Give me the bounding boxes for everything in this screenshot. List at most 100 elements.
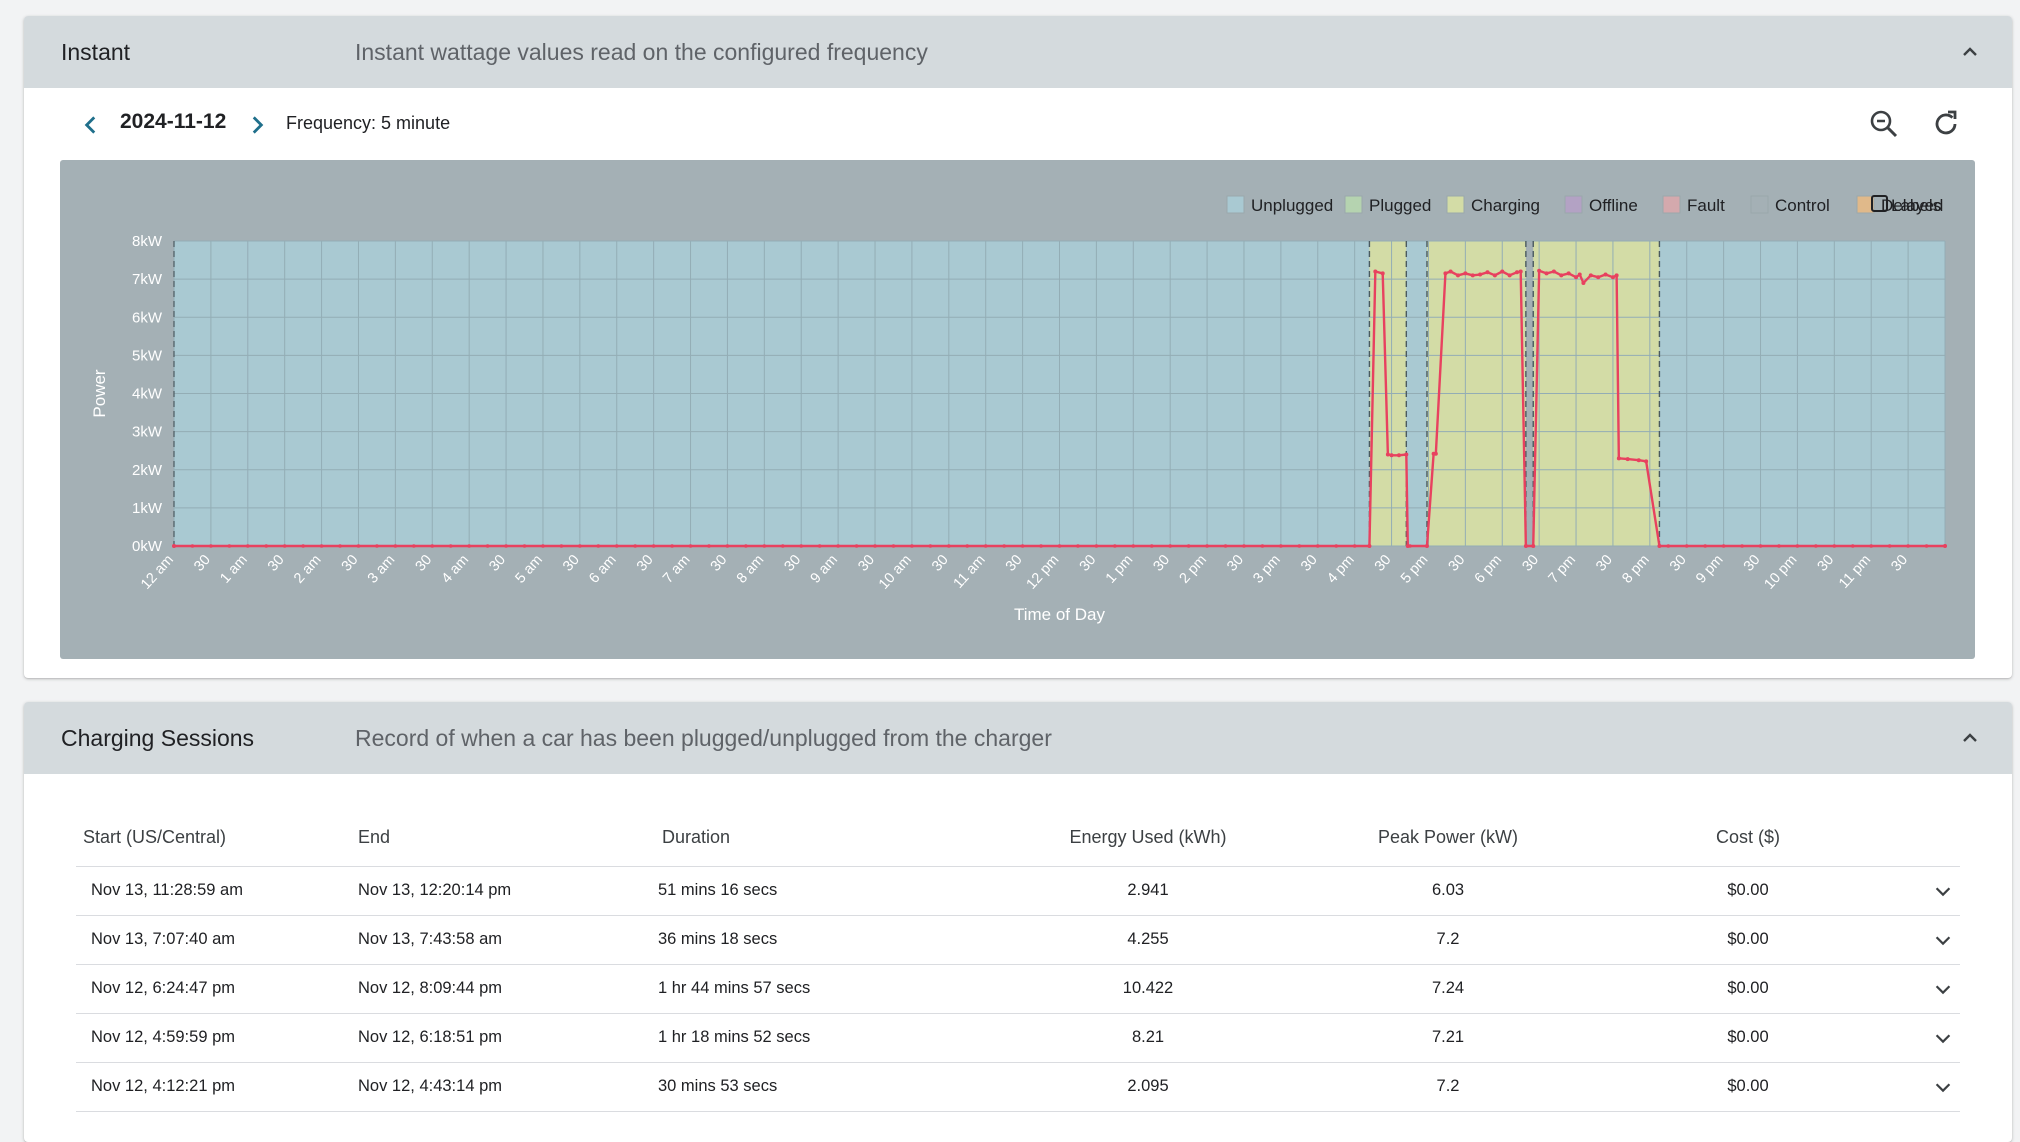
x-tick-label: 30	[1519, 552, 1542, 575]
column-header-end[interactable]: End	[358, 810, 658, 867]
table-row[interactable]: Nov 13, 7:07:40 am Nov 13, 7:43:58 am 36…	[76, 915, 1960, 965]
data-point	[1924, 544, 1929, 548]
cell-energy: 10.422	[998, 964, 1298, 1014]
chevron-down-icon[interactable]	[1932, 978, 1954, 1000]
data-point	[1492, 273, 1497, 278]
cell-cost: $0.00	[1598, 866, 1898, 916]
data-point	[209, 544, 213, 548]
data-point	[1523, 544, 1528, 548]
data-point	[983, 544, 988, 548]
table-row[interactable]: Nov 12, 6:24:47 pm Nov 12, 8:09:44 pm 1 …	[76, 964, 1960, 1014]
x-tick-label: 30	[191, 552, 214, 575]
labels-checkbox[interactable]	[1871, 195, 1888, 212]
x-tick-label: 30	[1667, 552, 1690, 575]
charging-sessions-panel: Charging Sessions Record of when a car h…	[24, 702, 2012, 1142]
chevron-down-icon[interactable]	[1932, 1027, 1954, 1049]
x-tick-label: 30	[1815, 552, 1838, 575]
cell-energy: 4.255	[998, 915, 1298, 965]
refresh-icon[interactable]	[1930, 108, 1962, 140]
x-tick-label: 30	[708, 552, 731, 575]
x-tick-label: 8 am	[734, 552, 767, 587]
data-point	[264, 544, 269, 548]
chevron-up-icon[interactable]	[1958, 726, 1982, 750]
data-point	[1485, 270, 1490, 275]
data-point	[430, 544, 435, 548]
data-point	[1094, 544, 1099, 548]
cell-start: Nov 12, 6:24:47 pm	[76, 964, 358, 1014]
x-tick-label: 30	[265, 552, 288, 575]
table-row[interactable]: Nov 12, 4:12:21 pm Nov 12, 4:43:14 pm 30…	[76, 1062, 1960, 1112]
data-point	[1242, 544, 1246, 548]
cell-peak: 7.24	[1298, 964, 1598, 1014]
data-point	[910, 544, 914, 548]
x-tick-label: 6 am	[586, 552, 619, 587]
data-point	[1455, 273, 1460, 278]
chevron-up-icon[interactable]	[1958, 40, 1982, 64]
x-tick-label: 30	[1888, 552, 1911, 575]
column-header-cost[interactable]: Cost ($)	[1598, 810, 1898, 867]
data-point	[1551, 269, 1556, 274]
x-tick-label: 1 am	[217, 552, 250, 587]
data-point	[1367, 544, 1372, 548]
data-point	[1537, 268, 1542, 273]
column-header-energy[interactable]: Energy Used (kWh)	[998, 810, 1298, 867]
x-tick-label: 30	[782, 552, 805, 575]
data-point	[688, 544, 693, 548]
data-point	[873, 544, 877, 548]
instant-panel-header[interactable]: Instant Instant wattage values read on t…	[24, 16, 2012, 88]
data-point	[190, 544, 195, 548]
x-tick-label: 30	[560, 552, 583, 575]
chevron-left-icon[interactable]	[78, 112, 104, 138]
data-point	[1832, 544, 1837, 548]
data-point	[1260, 544, 1265, 548]
data-point	[744, 544, 748, 548]
y-axis-title: Power	[90, 369, 109, 418]
x-tick-label: 12 am	[138, 552, 177, 593]
chevron-down-icon[interactable]	[1932, 880, 1954, 902]
frequency-label: Frequency: 5 minute	[286, 113, 451, 133]
data-point	[522, 544, 527, 548]
zoom-out-icon[interactable]	[1868, 108, 1900, 140]
data-point	[559, 544, 564, 548]
data-point	[1850, 544, 1855, 548]
data-point	[1666, 544, 1671, 548]
x-tick-label: 5 pm	[1398, 552, 1431, 587]
column-header-start[interactable]: Start (US/Central)	[76, 810, 358, 867]
chevron-down-icon[interactable]	[1932, 1076, 1954, 1098]
labels-toggle-label: Labels	[1891, 196, 1941, 215]
instant-toolbar: 2024-11-12 Frequency: 5 minute	[24, 88, 2012, 160]
x-tick-label: 9 am	[808, 552, 841, 587]
data-point	[1740, 544, 1744, 548]
column-header-peak[interactable]: Peak Power (kW)	[1298, 810, 1598, 867]
cell-cost: $0.00	[1598, 1013, 1898, 1063]
chevron-down-icon[interactable]	[1932, 929, 1954, 951]
data-point	[1205, 544, 1209, 548]
cell-peak: 7.21	[1298, 1013, 1598, 1063]
data-point	[1463, 271, 1468, 276]
table-row[interactable]: Nov 13, 11:28:59 am Nov 13, 12:20:14 pm …	[76, 866, 1960, 916]
instant-panel-description: Instant wattage values read on the confi…	[355, 38, 928, 65]
data-point	[1644, 459, 1649, 464]
data-point	[1610, 275, 1615, 280]
data-point	[1531, 544, 1536, 548]
chevron-right-icon[interactable]	[244, 112, 270, 138]
previous-panel-edge	[24, 0, 2012, 10]
legend-swatch-plugged	[1344, 195, 1363, 214]
cell-start: Nov 13, 11:28:59 am	[76, 866, 358, 916]
table-row[interactable]: Nov 12, 4:59:59 pm Nov 12, 6:18:51 pm 1 …	[76, 1013, 1960, 1063]
instant-panel-title: Instant	[61, 38, 131, 65]
data-point	[375, 544, 379, 548]
data-point	[282, 544, 287, 548]
data-point	[485, 544, 490, 548]
x-tick-label: 10 am	[876, 552, 915, 593]
data-point	[928, 544, 933, 548]
data-point	[1887, 544, 1892, 548]
data-point	[836, 544, 840, 548]
x-tick-label: 30	[413, 552, 436, 575]
legend-label-charging: Charging	[1471, 196, 1540, 215]
sessions-panel-header[interactable]: Charging Sessions Record of when a car h…	[24, 702, 2012, 774]
column-header-duration[interactable]: Duration	[658, 810, 998, 867]
data-point	[1943, 544, 1947, 548]
cell-end: Nov 13, 7:43:58 am	[358, 915, 658, 965]
data-point	[1518, 269, 1523, 274]
